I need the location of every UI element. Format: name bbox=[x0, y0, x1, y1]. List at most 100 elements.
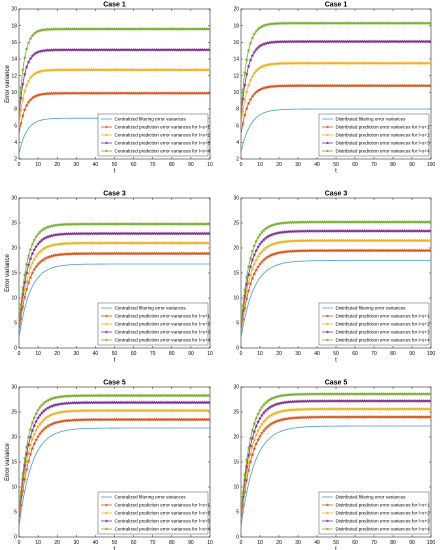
series-2-marker bbox=[259, 259, 264, 264]
x-tick-label: 20 bbox=[54, 162, 60, 168]
x-axis-label: t bbox=[335, 358, 337, 364]
y-axis-label: Error variance bbox=[5, 65, 11, 103]
legend-entry-2: Centralized prediction error variances f… bbox=[115, 314, 211, 319]
series-4-marker bbox=[20, 477, 25, 481]
x-tick-label: 60 bbox=[131, 162, 137, 168]
series-3-marker bbox=[252, 71, 257, 75]
x-axis-label: t bbox=[114, 169, 116, 175]
legend-entry-2: Distributed prediction error variances f… bbox=[336, 125, 431, 130]
legend-entry-1: Centralized filtering error variances bbox=[115, 117, 187, 122]
y-tick-label: 10 bbox=[11, 90, 17, 96]
y-tick-label: 25 bbox=[233, 221, 239, 227]
x-tick-label: 70 bbox=[371, 540, 377, 546]
x-tick-label: 20 bbox=[54, 351, 60, 357]
x-tick-label: 30 bbox=[295, 540, 301, 546]
series-5-marker bbox=[28, 247, 33, 252]
legend-marker-3 bbox=[104, 133, 109, 137]
x-tick-label: 10 bbox=[35, 162, 41, 168]
legend-marker-2 bbox=[325, 503, 330, 507]
y-tick-label: 20 bbox=[11, 246, 17, 252]
series-2-marker bbox=[254, 441, 259, 446]
series-2-marker bbox=[36, 262, 41, 266]
series-4-marker bbox=[250, 258, 255, 262]
x-tick-label: 90 bbox=[409, 351, 415, 357]
y-tick-label: 20 bbox=[233, 246, 239, 252]
series-2-marker bbox=[252, 92, 257, 96]
y-tick-label: 8 bbox=[236, 107, 239, 113]
series-2-marker bbox=[259, 431, 264, 435]
legend-marker-3 bbox=[104, 322, 109, 326]
series-2-marker bbox=[248, 97, 253, 102]
series-2-marker bbox=[250, 94, 255, 99]
y-tick-label: 15 bbox=[233, 460, 239, 466]
x-tick-label: 20 bbox=[276, 351, 282, 357]
x-tick-label: 90 bbox=[409, 540, 415, 546]
series-2-marker bbox=[429, 248, 431, 253]
series-4-marker bbox=[36, 415, 41, 420]
series-5-marker bbox=[30, 33, 35, 38]
series-5-marker bbox=[26, 435, 31, 439]
series-4-marker bbox=[39, 410, 44, 415]
x-tick-label: 50 bbox=[333, 162, 339, 168]
series-3-marker bbox=[250, 267, 255, 271]
series-5-marker bbox=[248, 436, 253, 440]
legend-entry-4: Centralized prediction error variances f… bbox=[115, 330, 211, 335]
series-5-marker bbox=[20, 471, 25, 476]
series-4-marker bbox=[259, 413, 264, 418]
series-4-marker bbox=[28, 434, 33, 439]
legend-entry-3: Centralized prediction error variances f… bbox=[115, 322, 211, 327]
x-tick-label: 90 bbox=[188, 162, 194, 168]
y-tick-label: 30 bbox=[233, 196, 239, 202]
x-tick-label: 10 bbox=[257, 351, 263, 357]
y-tick-label: 2 bbox=[236, 157, 239, 163]
legend-marker-5 bbox=[104, 338, 109, 342]
series-4-marker bbox=[241, 96, 245, 101]
y-tick-label: 10 bbox=[233, 485, 239, 491]
panel-title: Case 5 bbox=[325, 380, 348, 387]
series-2-marker bbox=[246, 288, 251, 293]
series-4-marker bbox=[256, 244, 261, 249]
series-5-marker bbox=[32, 415, 37, 420]
series-4-marker bbox=[254, 424, 259, 429]
series-2-marker bbox=[34, 437, 39, 442]
legend-marker-4 bbox=[104, 519, 109, 523]
series-2-marker bbox=[244, 106, 249, 111]
y-tick-label: 10 bbox=[11, 296, 17, 302]
x-tick-label: 50 bbox=[333, 351, 339, 357]
series-3-marker bbox=[32, 432, 37, 436]
series-3-marker bbox=[429, 61, 431, 65]
x-tick-label: 0 bbox=[240, 351, 243, 357]
panel-1: Case 1 0 10 20 30 40 50 60 70 80 90 10 2 4 6 8 10 12 14 16 1… bbox=[5, 2, 213, 175]
legend-marker-4 bbox=[104, 330, 109, 334]
series-4-marker bbox=[429, 228, 431, 233]
series-5-marker bbox=[38, 405, 42, 409]
series-5-marker bbox=[250, 35, 255, 40]
x-tick-label: 80 bbox=[169, 540, 175, 546]
x-tick-label: 100 bbox=[427, 540, 436, 546]
x-tick-label: 80 bbox=[390, 540, 396, 546]
series-3-marker bbox=[252, 438, 257, 443]
series-2-marker bbox=[429, 83, 431, 88]
legend: Distributed filtering error variances Dis… bbox=[318, 113, 431, 157]
series-5-marker bbox=[246, 48, 251, 52]
series-4-marker bbox=[28, 56, 33, 61]
series-2-marker bbox=[39, 429, 44, 433]
series-4-marker bbox=[208, 47, 210, 52]
series-3-marker bbox=[241, 499, 245, 503]
series-3-marker bbox=[429, 406, 431, 411]
series-3-marker bbox=[28, 75, 33, 80]
x-tick-label: 30 bbox=[74, 162, 80, 168]
series-5-marker bbox=[24, 46, 29, 51]
series-5-marker bbox=[24, 444, 29, 449]
x-tick-label: 60 bbox=[352, 162, 358, 168]
series-2-marker bbox=[256, 264, 261, 269]
panel-title: Case 3 bbox=[325, 191, 348, 198]
series-group bbox=[19, 221, 210, 339]
y-tick-label: 0 bbox=[236, 346, 239, 352]
series-3-marker bbox=[259, 249, 264, 254]
series-2-marker bbox=[22, 107, 27, 112]
series-4-marker bbox=[250, 436, 255, 440]
y-tick-label: 15 bbox=[11, 271, 17, 277]
series-5-marker bbox=[208, 221, 210, 226]
series-5-marker bbox=[30, 420, 35, 425]
